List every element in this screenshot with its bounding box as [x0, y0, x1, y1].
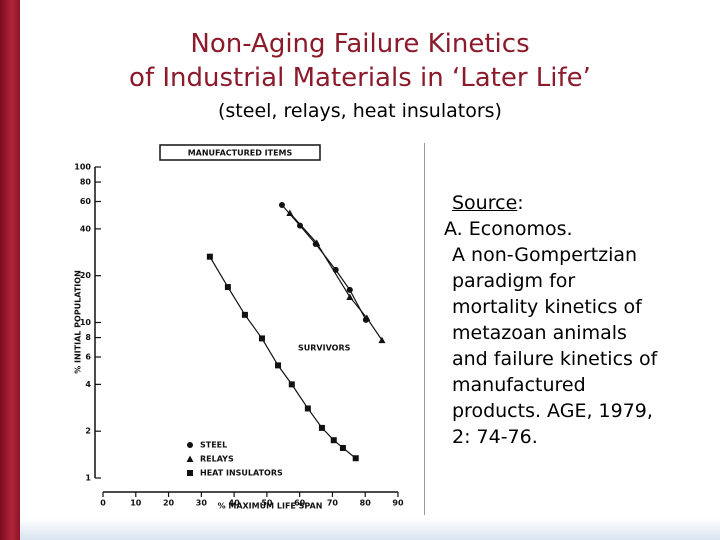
data-point — [339, 444, 346, 451]
data-point — [241, 311, 248, 318]
data-point — [206, 253, 213, 260]
source: Source: A. Economos. A non-Gompertzian par… — [440, 190, 657, 450]
data-point — [288, 381, 295, 388]
data-point — [275, 362, 282, 369]
x-tick-label: 30 — [196, 499, 208, 508]
chart-background — [40, 143, 425, 515]
source-line: 2: 74-76. — [452, 426, 538, 448]
y-tick-label: 80 — [80, 178, 92, 187]
y-tick-label: 1 — [85, 474, 91, 483]
legend-marker — [186, 455, 194, 462]
subtitle: (steel, relays, heat insulators) — [218, 100, 502, 122]
legend-marker — [187, 470, 193, 476]
data-point — [352, 455, 359, 462]
data-point — [304, 405, 311, 412]
y-tick-label: 6 — [85, 352, 91, 361]
source-line: A. Economos. — [444, 218, 573, 240]
x-axis-label: % MAXIMUM LIFE SPAN — [218, 502, 323, 511]
x-tick-label: 40 — [229, 499, 241, 508]
legend-label: HEAT INSULATORS — [200, 469, 283, 478]
data-point — [278, 201, 285, 208]
y-tick-label: 60 — [80, 197, 92, 206]
data-point — [346, 293, 354, 300]
side-bar — [0, 0, 20, 540]
x-tick-label: 70 — [327, 499, 339, 508]
data-point — [330, 437, 337, 444]
x-tick-label: 10 — [130, 499, 142, 508]
source-line: A non-Gompertzian — [452, 244, 638, 266]
data-point — [363, 314, 371, 321]
annotation: SURVIVORS — [298, 344, 351, 353]
x-tick-label: 90 — [392, 499, 404, 508]
slide-title: of Industrial Materials in ‘Later Life’ — [129, 63, 591, 93]
source-line: and failure kinetics of — [452, 348, 658, 370]
y-tick-label: 2 — [85, 427, 91, 436]
legend-label: RELAYS — [200, 455, 234, 464]
y-tick-label: 40 — [80, 224, 92, 233]
data-point — [318, 424, 325, 431]
footer-bar — [20, 518, 720, 540]
y-tick-label: 20 — [80, 271, 92, 280]
x-tick-label: 50 — [261, 499, 273, 508]
chart: MANUFACTURED ITEMS SURVIVORS % MAXIMUM L… — [40, 143, 425, 515]
source-line: mortality kinetics of — [452, 296, 642, 318]
y-axis-label: % INITIAL POPULATION — [74, 270, 83, 374]
x-tick-label: 60 — [294, 499, 306, 508]
chart-title-box — [159, 144, 321, 161]
legend-marker — [187, 442, 193, 448]
x-tick-label: 20 — [163, 499, 175, 508]
data-point — [313, 239, 321, 246]
y-tick-label: 4 — [85, 380, 91, 389]
source-line: paradigm for — [452, 270, 576, 292]
y-tick-label: 10 — [80, 318, 92, 327]
data-point — [258, 335, 265, 342]
data-point — [296, 222, 303, 229]
y-tick-label: 100 — [74, 163, 91, 172]
y-tick-label: 8 — [85, 333, 91, 342]
x-tick-label: 80 — [360, 499, 372, 508]
legend-label: STEEL — [200, 441, 227, 450]
data-point — [286, 209, 294, 217]
source-line: products. AGE, 1979, — [452, 400, 653, 422]
x-tick-label: 0 — [100, 499, 106, 508]
data-point — [378, 336, 386, 344]
source-line: manufactured — [452, 374, 586, 396]
data-point — [346, 286, 353, 293]
source-line: metazoan animals — [452, 322, 627, 344]
source-label-line: Source: — [452, 192, 524, 214]
source-label: Source — [452, 192, 518, 214]
slide-title: Non-Aging Failure Kinetics — [190, 29, 530, 59]
data-point — [224, 284, 231, 291]
chart-title: MANUFACTURED ITEMS — [188, 149, 293, 158]
